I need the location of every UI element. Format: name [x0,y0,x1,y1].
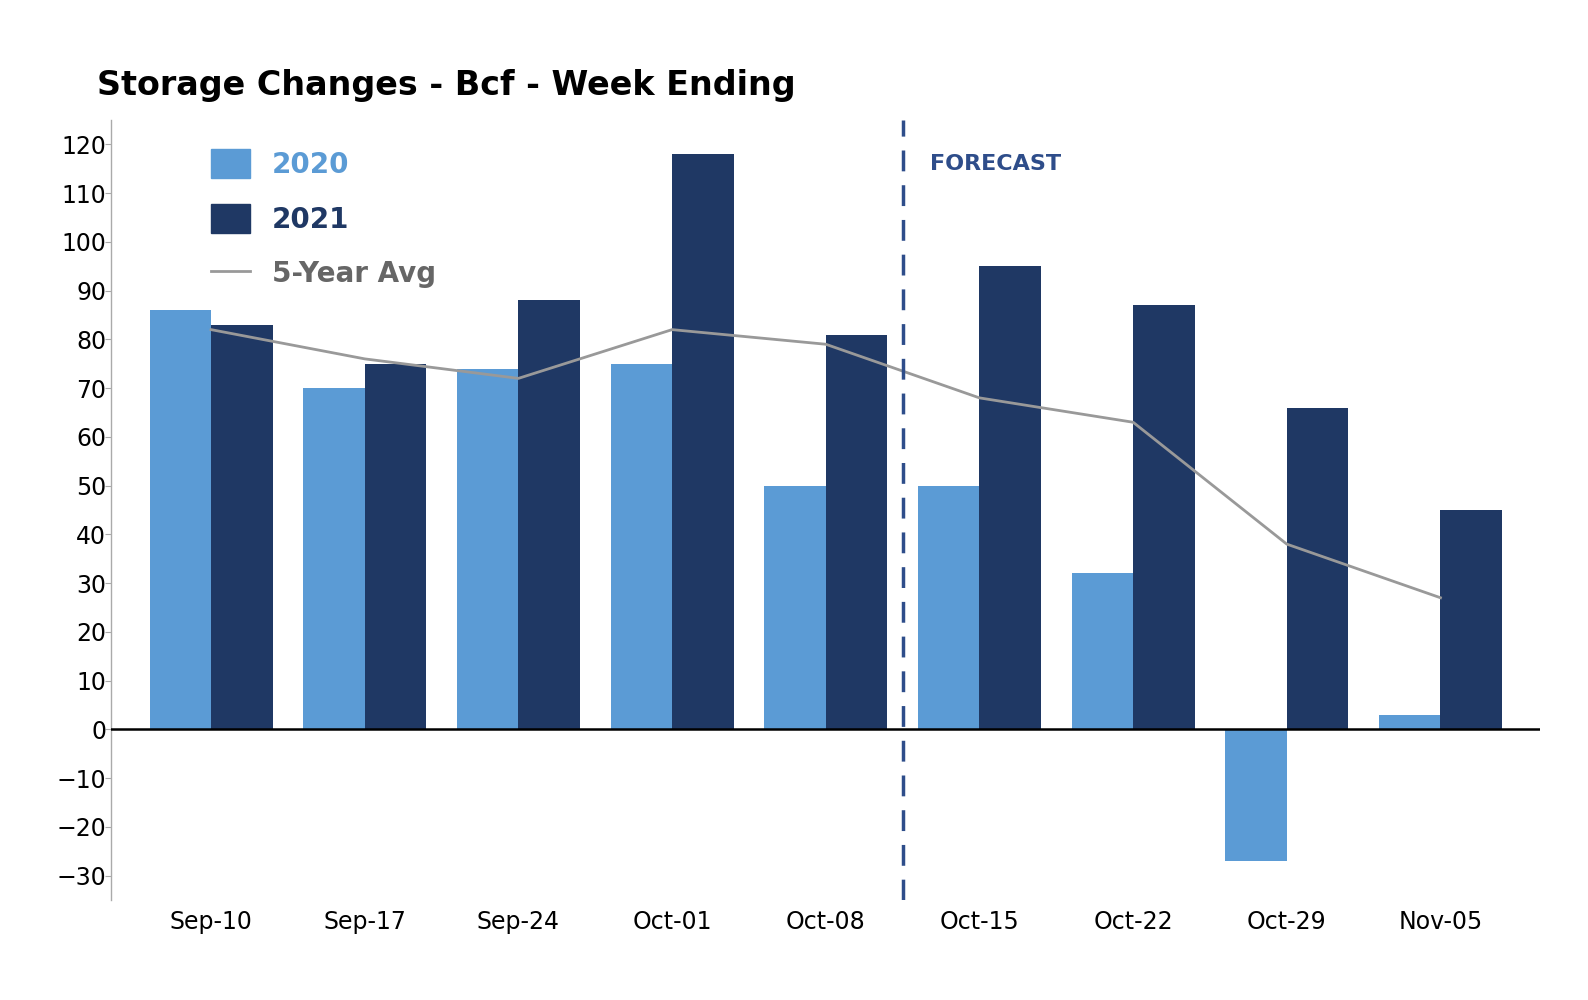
Bar [980,266,1040,729]
Bar [303,388,365,729]
5-Year Avg [662,324,681,336]
Bar [1378,715,1440,729]
Bar [1440,510,1502,729]
Bar [365,364,426,729]
Bar [149,310,211,729]
Bar [457,369,518,729]
Bar [1226,729,1286,861]
5-Year Avg [1277,538,1296,550]
Bar [611,364,672,729]
Bar [518,300,580,729]
Bar [764,486,826,729]
Bar [211,325,273,729]
5-Year Avg [1431,592,1450,604]
5-Year Avg [508,372,527,384]
Line: 5-Year Avg: 5-Year Avg [211,330,1440,598]
5-Year Avg [816,338,835,350]
Bar [1072,573,1134,729]
Bar [918,486,980,729]
Bar [1286,408,1348,729]
Bar [826,334,888,729]
Bar [1134,305,1194,729]
5-Year Avg [356,353,375,365]
5-Year Avg [970,392,989,404]
Text: Storage Changes - Bcf - Week Ending: Storage Changes - Bcf - Week Ending [97,69,796,102]
Bar [672,154,734,729]
Text: FORECAST: FORECAST [931,154,1061,174]
5-Year Avg [1124,416,1143,428]
Legend: 2020, 2021, 5-Year Avg: 2020, 2021, 5-Year Avg [211,149,437,288]
5-Year Avg [202,324,221,336]
